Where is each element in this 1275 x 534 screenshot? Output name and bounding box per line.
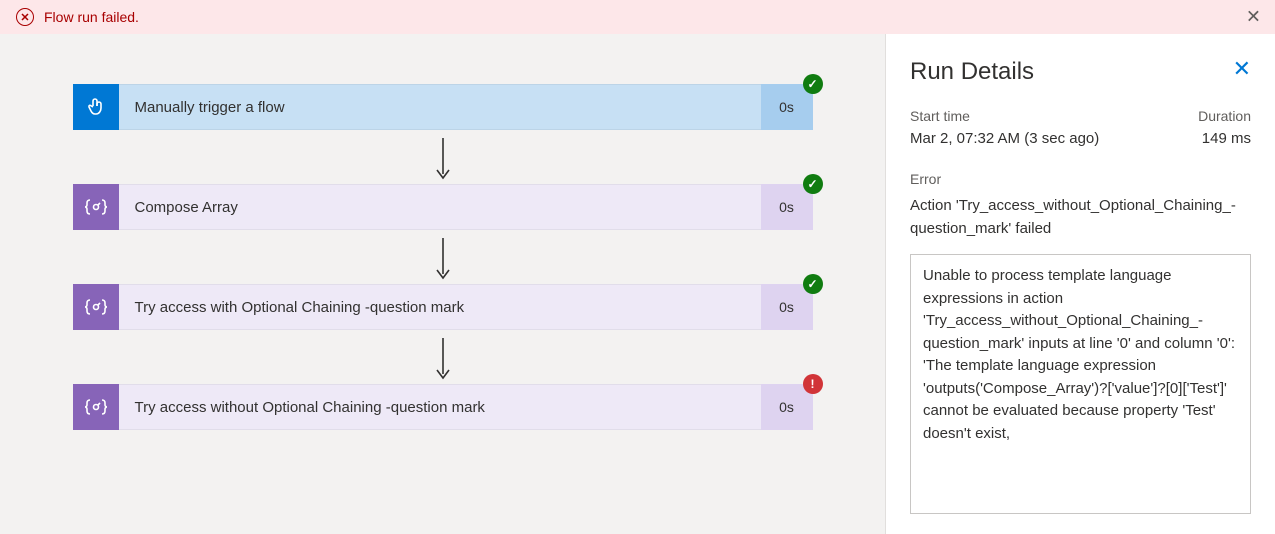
error-section-label: Error	[910, 171, 1251, 187]
step-duration: 0s	[761, 84, 813, 130]
error-icon: ✕	[16, 8, 34, 26]
braces-icon	[73, 384, 119, 430]
error-badge-icon: !	[803, 374, 823, 394]
duration-value: 149 ms	[1202, 130, 1251, 147]
step-duration: 0s	[761, 184, 813, 230]
error-banner-text: Flow run failed.	[44, 9, 139, 25]
error-banner: ✕ Flow run failed. ✕	[0, 0, 1275, 34]
step-label: Manually trigger a flow	[119, 84, 761, 130]
success-badge-icon: ✓	[803, 274, 823, 294]
panel-title: Run Details	[910, 58, 1034, 86]
success-badge-icon: ✓	[803, 174, 823, 194]
close-banner-button[interactable]: ✕	[1246, 7, 1261, 28]
flow-step[interactable]: Manually trigger a flow0s✓	[73, 84, 813, 130]
flow-arrow-icon	[442, 338, 444, 376]
step-duration: 0s	[761, 284, 813, 330]
start-time-value: Mar 2, 07:32 AM (3 sec ago)	[910, 130, 1099, 147]
flow-step[interactable]: Try access without Optional Chaining -qu…	[73, 384, 813, 430]
close-panel-button[interactable]: ✕	[1233, 58, 1251, 80]
start-time-label: Start time	[910, 108, 970, 124]
flow-canvas: Manually trigger a flow0s✓Compose Array0…	[0, 34, 885, 534]
run-details-panel: Run Details ✕ Start time Duration Mar 2,…	[885, 34, 1275, 534]
touch-icon	[73, 84, 119, 130]
step-label: Try access with Optional Chaining -quest…	[119, 284, 761, 330]
step-label: Try access without Optional Chaining -qu…	[119, 384, 761, 430]
flow-step[interactable]: Try access with Optional Chaining -quest…	[73, 284, 813, 330]
success-badge-icon: ✓	[803, 74, 823, 94]
step-duration: 0s	[761, 384, 813, 430]
flow-step[interactable]: Compose Array0s✓	[73, 184, 813, 230]
flow-arrow-icon	[442, 138, 444, 176]
error-detail-box[interactable]	[910, 254, 1251, 514]
error-action-text: Action 'Try_access_without_Optional_Chai…	[910, 195, 1251, 240]
duration-label: Duration	[1198, 108, 1251, 124]
braces-icon	[73, 184, 119, 230]
flow-arrow-icon	[442, 238, 444, 276]
step-label: Compose Array	[119, 184, 761, 230]
braces-icon	[73, 284, 119, 330]
